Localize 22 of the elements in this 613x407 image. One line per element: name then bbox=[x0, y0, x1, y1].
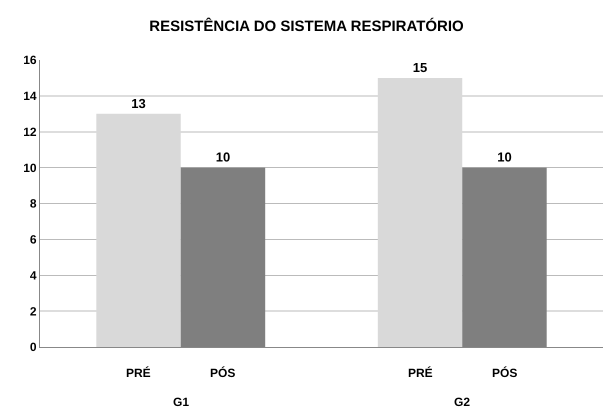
x-tick-label: G2 bbox=[454, 395, 470, 407]
y-tick-label: 10 bbox=[23, 160, 37, 175]
y-tick-label: 0 bbox=[30, 340, 37, 354]
data-label: 10 bbox=[216, 150, 230, 165]
y-tick-label: 4 bbox=[30, 268, 37, 282]
y-tick-label: 12 bbox=[23, 124, 37, 139]
y-tick-label: 16 bbox=[23, 53, 37, 68]
chart-title: RESISTÊNCIA DO SISTEMA RESPIRATÓRIO bbox=[149, 16, 464, 35]
text: PÓS bbox=[492, 366, 518, 380]
series-label: PRÉ bbox=[126, 366, 151, 380]
x-tick-label: G1 bbox=[173, 395, 190, 407]
y-tick-label: 8 bbox=[30, 196, 37, 211]
data-label: 15 bbox=[412, 60, 428, 75]
bar bbox=[96, 114, 181, 347]
series-label: PÓS bbox=[210, 366, 236, 380]
text: PRÉ bbox=[408, 366, 433, 380]
data-label: 10 bbox=[497, 150, 512, 165]
y-tick-label: 14 bbox=[23, 89, 37, 104]
y-tick-label: 2 bbox=[30, 304, 37, 318]
y-tick-label: 6 bbox=[30, 232, 37, 247]
bar bbox=[378, 78, 462, 347]
data-label: 13 bbox=[131, 96, 146, 111]
